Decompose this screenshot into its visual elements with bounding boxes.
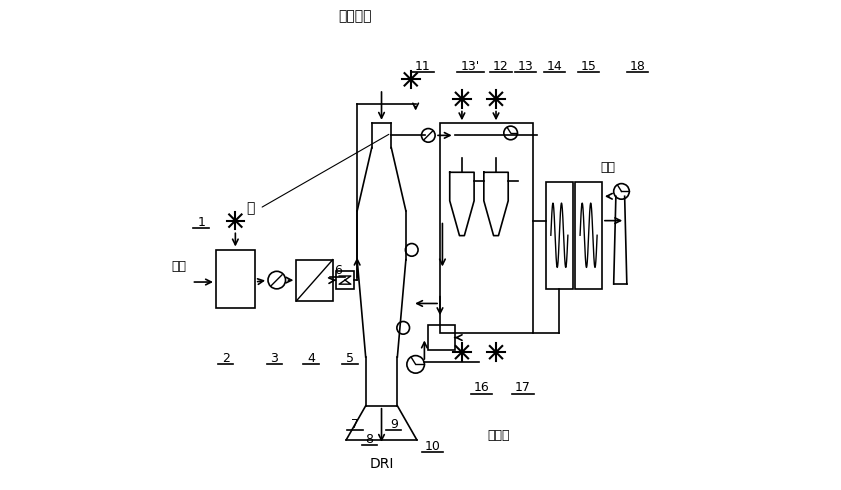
- Bar: [575, 182, 602, 289]
- Text: 6: 6: [334, 265, 341, 277]
- Text: 9: 9: [389, 418, 398, 431]
- Text: 2: 2: [222, 352, 230, 365]
- Bar: [216, 250, 255, 308]
- Text: 8: 8: [365, 433, 373, 445]
- Bar: [428, 325, 455, 350]
- Text: 煤: 煤: [246, 201, 254, 216]
- Text: 4: 4: [307, 352, 315, 365]
- Text: 蒸气: 蒸气: [600, 161, 616, 173]
- Text: 1: 1: [198, 216, 205, 229]
- Bar: [440, 123, 532, 333]
- Bar: [336, 271, 354, 289]
- Text: 16: 16: [473, 381, 489, 394]
- Text: 11: 11: [415, 60, 431, 73]
- Text: 7: 7: [351, 418, 359, 431]
- Text: 18: 18: [629, 60, 645, 73]
- Text: 13': 13': [461, 60, 480, 73]
- Text: 14: 14: [547, 60, 563, 73]
- Text: 5: 5: [346, 352, 354, 365]
- Text: 含铁原料: 含铁原料: [338, 9, 372, 23]
- Bar: [296, 260, 333, 301]
- Text: DRI: DRI: [369, 457, 394, 471]
- Bar: [546, 182, 573, 289]
- Text: 12: 12: [493, 60, 509, 73]
- Text: 15: 15: [580, 60, 596, 73]
- Text: 10: 10: [425, 440, 441, 453]
- Text: 氮气: 氮气: [172, 260, 187, 273]
- Text: 17: 17: [515, 381, 531, 394]
- Text: 3: 3: [271, 352, 278, 365]
- Text: 13: 13: [517, 60, 533, 73]
- Text: 冷煤气: 冷煤气: [487, 429, 510, 441]
